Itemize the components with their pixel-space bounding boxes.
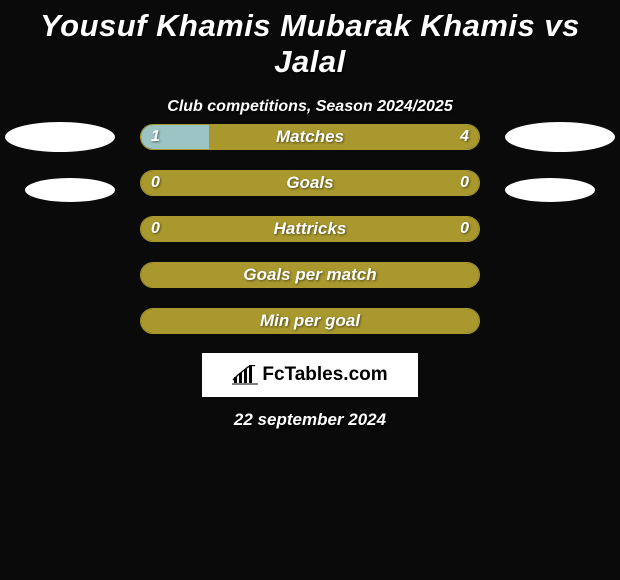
barchart-icon	[232, 365, 258, 385]
player-left-avatar	[5, 122, 115, 152]
stat-value-right: 0	[460, 217, 469, 241]
stat-label: Matches	[141, 125, 479, 149]
stat-label: Min per goal	[141, 309, 479, 333]
stat-row-goals-per-match: Goals per match	[140, 262, 480, 288]
logo-inner: FcTables.com	[232, 364, 387, 386]
stat-label: Hattricks	[141, 217, 479, 241]
source-logo: FcTables.com	[202, 353, 418, 397]
team-left-badge	[25, 178, 115, 202]
page-subtitle: Club competitions, Season 2024/2025	[0, 98, 620, 116]
stat-row-hattricks: 0 Hattricks 0	[140, 216, 480, 242]
stat-row-goals: 0 Goals 0	[140, 170, 480, 196]
stat-bars: 1 Matches 4 0 Goals 0 0 Hattricks 0 Goal…	[140, 124, 480, 354]
team-right-badge	[505, 178, 595, 202]
page-title: Yousuf Khamis Mubarak Khamis vs Jalal	[0, 0, 620, 80]
player-right-avatar	[505, 122, 615, 152]
stat-label: Goals	[141, 171, 479, 195]
stat-label: Goals per match	[141, 263, 479, 287]
date-text: 22 september 2024	[0, 410, 620, 430]
stat-row-matches: 1 Matches 4	[140, 124, 480, 150]
stat-value-right: 4	[460, 125, 469, 149]
logo-text: FcTables.com	[262, 364, 387, 386]
stat-value-right: 0	[460, 171, 469, 195]
stat-row-min-per-goal: Min per goal	[140, 308, 480, 334]
comparison-card: Yousuf Khamis Mubarak Khamis vs Jalal Cl…	[0, 0, 620, 580]
